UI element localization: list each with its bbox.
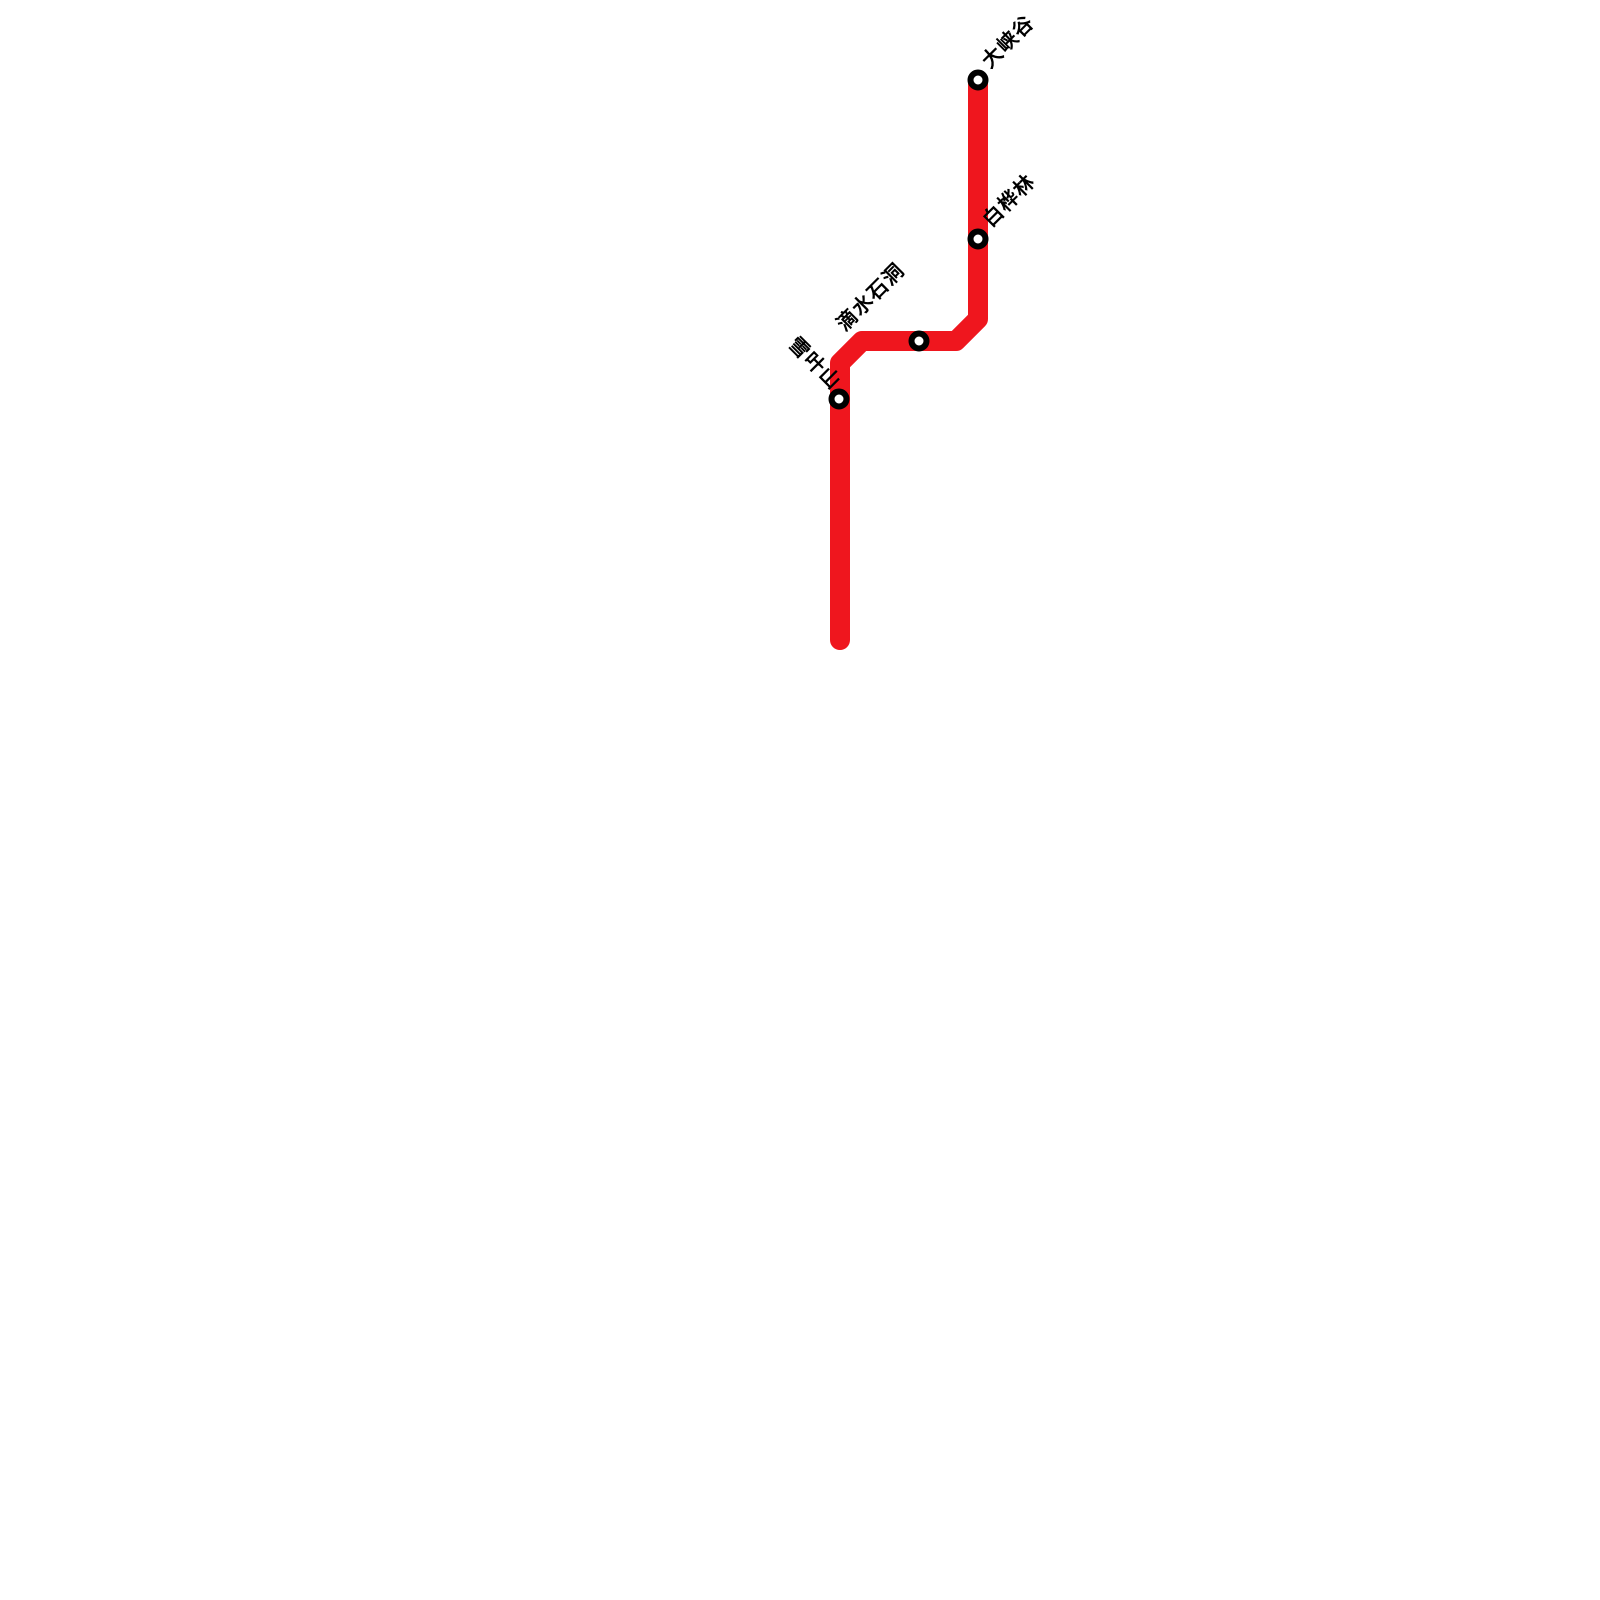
station-marker-1 xyxy=(967,228,989,250)
red-line xyxy=(830,70,988,650)
station-marker-3 xyxy=(828,388,850,410)
station-label-0: 大峡谷 xyxy=(977,10,1040,73)
station-layer xyxy=(828,69,989,410)
line-layer xyxy=(830,70,988,650)
station-marker-2 xyxy=(908,330,930,352)
station-label-2: 滴水石洞 xyxy=(832,258,910,336)
station-marker-0 xyxy=(967,69,989,91)
